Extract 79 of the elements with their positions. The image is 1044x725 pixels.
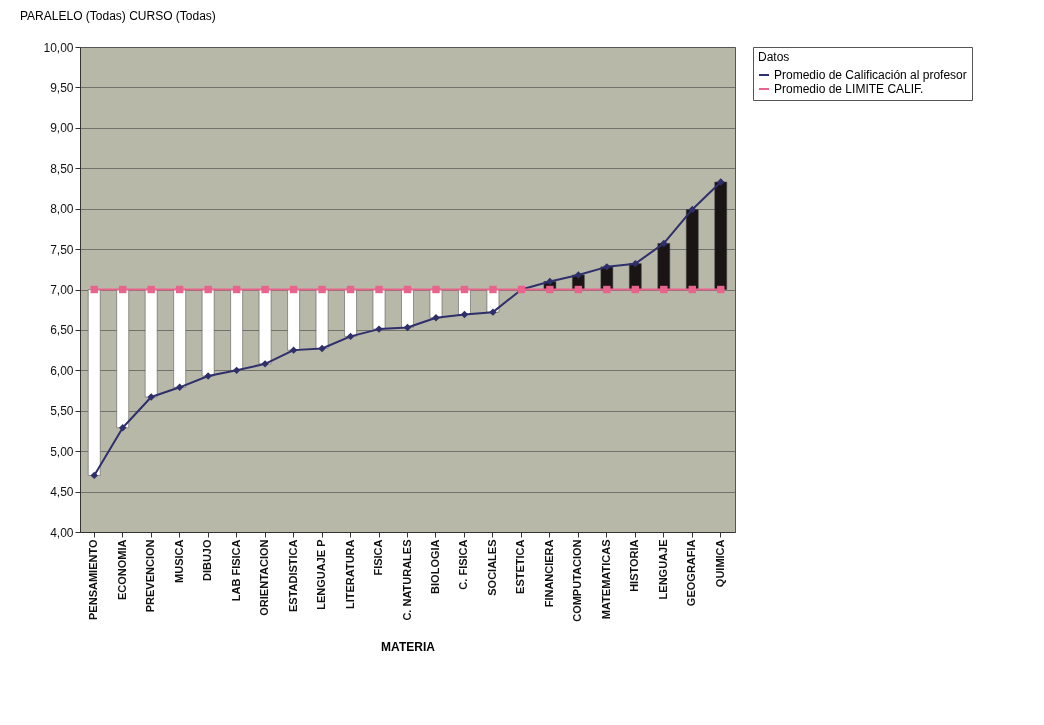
y-tick-label: 10,00: [43, 40, 74, 55]
x-tick-label: ORIENTACION: [258, 539, 271, 616]
x-tick-label: LENGUAJE P: [315, 539, 328, 610]
bar: [230, 289, 243, 371]
point: [546, 285, 554, 294]
point: [603, 263, 611, 271]
bar: [714, 181, 728, 290]
point: [375, 285, 383, 294]
bar: [315, 289, 329, 349]
point: [546, 277, 554, 286]
y-tick-label: 6,50: [50, 323, 74, 338]
x-tick-label: QUIMICA: [713, 539, 726, 588]
legend-title: Datos: [758, 50, 790, 64]
point: [489, 285, 497, 294]
point: [403, 323, 412, 332]
x-tick-label: LAB FISICA: [229, 539, 242, 602]
y-tick-label: 7,50: [50, 242, 74, 257]
point: [289, 346, 298, 354]
y-tick-label: 4,50: [50, 485, 74, 500]
x-tick-label: DIBUJO: [201, 539, 214, 582]
point: [688, 205, 696, 214]
point: [175, 383, 184, 392]
text: PARALELO (Todas) CURSO (Todas): [20, 9, 216, 23]
point: [346, 332, 355, 341]
point: [204, 285, 212, 294]
point: [147, 285, 155, 294]
bar: [287, 289, 300, 351]
x-tick-label: BIOLOGIA: [428, 539, 441, 594]
point: [460, 310, 469, 319]
point: [574, 271, 583, 279]
bar: [657, 243, 671, 290]
y-tick-label: 8,00: [50, 202, 74, 217]
bar: [258, 289, 272, 365]
y-tick-label: 9,00: [50, 121, 74, 136]
x-tick-label: MATEMATICAS: [599, 539, 612, 620]
legend-label: Promedio de LIMITE CALIF.: [774, 82, 924, 96]
point: [432, 285, 440, 294]
x-tick-label: ECONOMIA: [115, 539, 128, 600]
x-tick-label: COMPUTACION: [571, 539, 584, 622]
x-tick-label: PENSAMIENTO: [87, 539, 100, 620]
y-tick-label: 7,00: [50, 283, 74, 297]
point: [318, 285, 326, 294]
bar: [173, 289, 186, 388]
point: [603, 285, 611, 294]
y-tick-label: 5,00: [50, 444, 74, 459]
x-tick-label: FISICA: [372, 539, 385, 576]
x-axis-title: MATERIA: [381, 639, 436, 654]
y-tick-label: 6,00: [50, 363, 74, 378]
x-tick-label: ESTETICA: [514, 539, 527, 594]
y-tick-label: 5,50: [50, 404, 74, 419]
x-tick-label: FINANCIERA: [542, 539, 555, 608]
x-tick-label: LITERATURA: [343, 539, 356, 609]
x-tick-label: C. FISICA: [457, 539, 470, 590]
x-tick-label: ESTADISTICA: [286, 539, 299, 613]
x-tick-label: PREVENCION: [144, 539, 157, 613]
y-tick-label: 4,00: [50, 525, 74, 540]
point: [232, 366, 241, 375]
bar: [686, 209, 699, 290]
point: [261, 285, 269, 294]
y-tick-label: 8,50: [50, 161, 74, 176]
point: [90, 471, 98, 480]
point: [631, 259, 640, 268]
legend-label: Promedio de Calificación al profesor: [774, 68, 967, 82]
bar: [144, 289, 158, 398]
bar: [344, 289, 357, 337]
point: [119, 424, 127, 432]
x-tick-label: SOCIALES: [485, 539, 498, 596]
x-tick-label: LENGUAJE: [656, 539, 669, 600]
x-tick-label: C. NATURALES: [400, 539, 413, 621]
bar: [116, 289, 129, 428]
x-tick-label: HISTORIA: [628, 539, 641, 592]
point: [660, 285, 668, 294]
point: [318, 344, 326, 353]
point: [660, 239, 668, 248]
x-tick-label: MUSICA: [172, 539, 185, 583]
y-tick-label: 9,50: [50, 80, 74, 95]
bar: [201, 289, 215, 377]
x-tick-label: GEOGRAFIA: [685, 539, 698, 607]
bar: [87, 289, 101, 476]
